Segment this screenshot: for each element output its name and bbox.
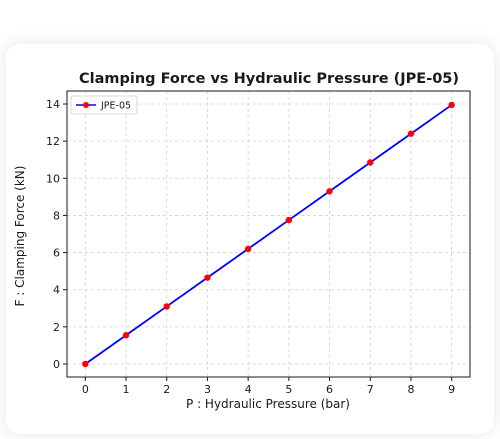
data-point — [82, 360, 89, 368]
chart-title: Clamping Force vs Hydraulic Pressure (JP… — [79, 71, 459, 87]
y-tick-label: 0 — [53, 358, 60, 371]
data-point — [163, 303, 170, 310]
y-axis-label: F : Clamping Force (kN) — [13, 166, 27, 307]
data-point — [285, 216, 293, 224]
x-tick-label: 0 — [82, 383, 89, 396]
x-tick-label: 5 — [285, 383, 292, 396]
data-point — [122, 332, 130, 339]
y-tick-label: 8 — [53, 209, 60, 222]
legend-marker-swatch — [83, 102, 89, 108]
x-tick-label: 4 — [245, 383, 252, 396]
data-point — [448, 101, 455, 109]
y-tick-label: 10 — [46, 172, 60, 185]
plot-frame — [66, 90, 471, 378]
y-tick-label: 6 — [53, 247, 60, 260]
y-tick-label: 12 — [46, 135, 60, 148]
plot-border — [66, 90, 471, 378]
x-axis-label: P : Hydraulic Pressure (bar) — [186, 397, 350, 411]
y-tick-label: 2 — [53, 321, 60, 334]
data-point — [407, 130, 415, 137]
x-tick-label: 6 — [326, 383, 333, 396]
legend: JPE-05 — [70, 95, 138, 115]
x-tick-label: 7 — [367, 383, 374, 396]
data-point — [326, 188, 333, 195]
legend-box — [70, 95, 138, 115]
x-tick-label: 9 — [448, 383, 455, 396]
series-layer — [82, 101, 455, 368]
data-point — [367, 159, 374, 166]
legend-label: JPE-05 — [100, 101, 131, 112]
series-line — [84, 104, 453, 365]
y-tick-label: 14 — [46, 98, 60, 111]
y-axis-ticks: 0 2 4 6 8 10 12 14 — [46, 98, 67, 371]
x-tick-label: 2 — [163, 383, 170, 396]
y-tick-label: 4 — [53, 284, 60, 297]
x-tick-label: 1 — [123, 383, 130, 396]
data-point — [244, 245, 252, 253]
x-tick-label: 8 — [407, 383, 414, 396]
x-axis-ticks: 0 1 2 3 4 5 6 7 8 9 — [82, 377, 455, 396]
x-tick-label: 3 — [204, 383, 211, 396]
data-point — [204, 274, 211, 281]
